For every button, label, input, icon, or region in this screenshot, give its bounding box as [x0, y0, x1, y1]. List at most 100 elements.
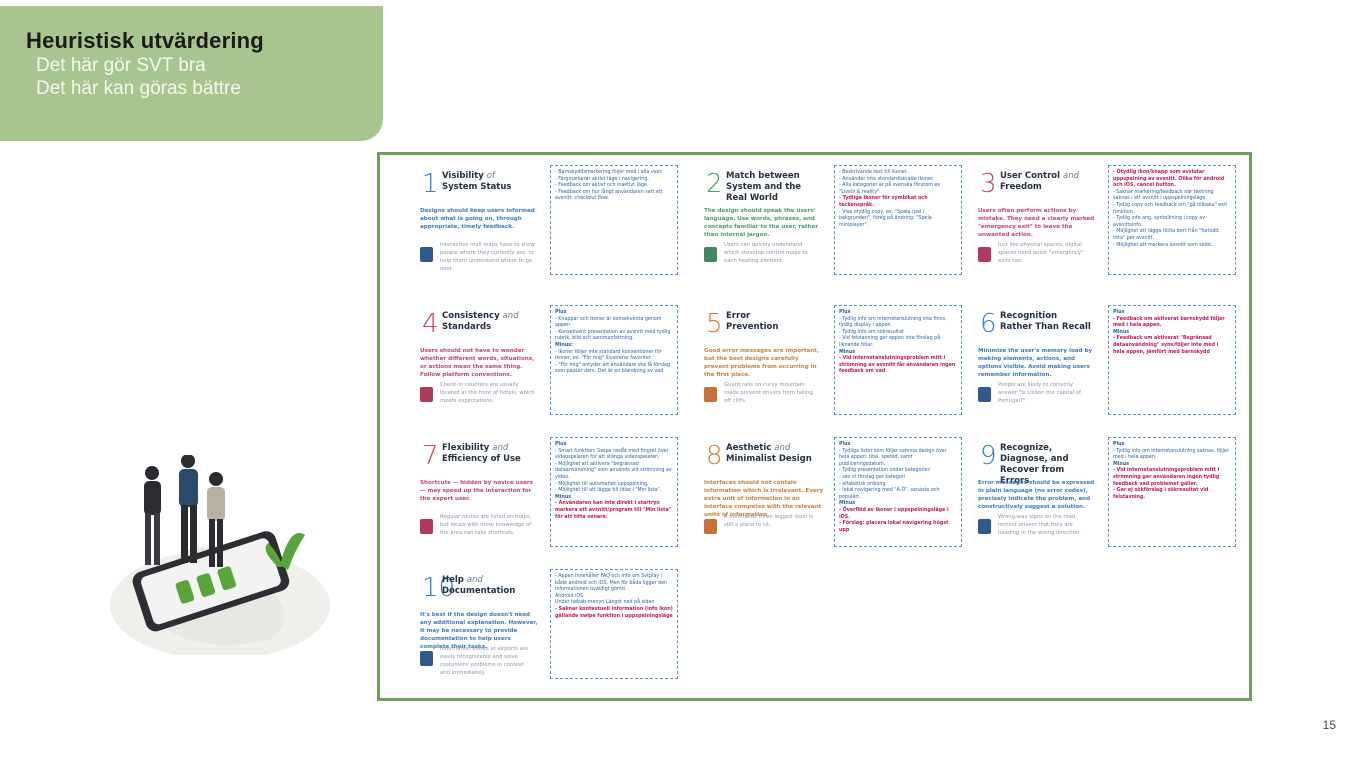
heuristic-description: Designs should keep users informed about… — [420, 208, 535, 230]
example-icon — [420, 519, 433, 534]
evaluation-note: - Barnskyddsmarkering följer med i alla … — [550, 165, 678, 275]
heuristic-card-6: 6 Recognition Rather Than Recall Minimize … — [948, 301, 1236, 431]
note-line: Plus — [555, 310, 567, 315]
note-line: - Ger ej sökförslag i sökresultat vid fe… — [1113, 488, 1209, 500]
heuristic-description: Minimize the user's memory load by makin… — [978, 348, 1093, 378]
note-line: - Tydlig info om internetanslutning inte… — [839, 316, 947, 329]
heuristic-number: 5 — [706, 309, 723, 339]
evaluation-note: Plus - Tydliga listor som följer samma de… — [834, 437, 962, 547]
heuristic-title: Help and Documentation — [442, 575, 537, 597]
heuristic-title-second: Prevention — [726, 322, 779, 332]
heuristic-title-main: Error — [726, 311, 751, 321]
note-line: - Visa otydlig copy, ex. "Spela (pal i b… — [839, 209, 932, 228]
note-line: - Tydlig copy och feedback om "gå tillba… — [1113, 202, 1228, 215]
note-line: - Förslag: placera lokal navigering högs… — [839, 521, 949, 533]
note-line: Plus — [1113, 442, 1125, 447]
heuristic-title-main: Recognition — [1000, 311, 1058, 321]
note-line: Minus — [1113, 461, 1130, 467]
evaluation-note: - Appen innehåller FAQ och info om Svtpl… — [550, 569, 678, 679]
heuristic-title-connector: of — [486, 171, 495, 181]
heuristic-number: 3 — [980, 169, 997, 199]
note-line: - alfabetisk ordning — [839, 481, 886, 487]
evaluation-note: Plus - Knappar och ikoner är konsekventa … — [550, 305, 678, 415]
heuristic-title-connector: and — [774, 443, 791, 453]
note-line: Minus — [555, 494, 572, 500]
example-icon — [978, 519, 991, 534]
note-line: - Användaren kan inte direkt i startryn … — [555, 501, 672, 520]
heuristic-description: Users often perform actions by mistake. … — [978, 208, 1095, 238]
note-line: - Smart funktion: Swipe nedåt med fingre… — [555, 448, 669, 461]
heuristic-example: People are likely to correctly answer "I… — [998, 382, 1082, 404]
note-line: - Knappar och ikoner är konsekventa geno… — [555, 316, 662, 329]
note-line: - Barnskyddsmarkering följer med i alla … — [555, 170, 663, 175]
note-line: - Konsekvent presentation av avsnitt med… — [555, 329, 671, 342]
heuristic-number: 6 — [980, 309, 997, 339]
note-line: - Tydliga ikoner för symbikat och tecken… — [839, 196, 928, 208]
note-line: - Möjlighet att lägga till/ta bort från … — [1113, 229, 1220, 241]
note-line: - Tydlig presentation under kategorier: — [839, 468, 932, 474]
heuristic-number: 10 — [422, 573, 456, 603]
note-line: - Överflöd av ikoner i uppspelningsläge … — [839, 507, 949, 520]
heuristic-title-main: Aesthetic — [726, 443, 772, 453]
heuristic-example: Just like physical spaces, digital space… — [998, 242, 1084, 264]
evaluation-note: Plus - Tydlig info om internetanslutning … — [1108, 437, 1236, 547]
heuristic-description: Good error messages are important, but t… — [704, 348, 820, 378]
note-line: - Beskrivande text till ikoner. — [839, 170, 908, 175]
note-line: - Möjlighet att markera avsnitt som sedd… — [1113, 242, 1213, 248]
heuristic-title-main: Match between — [726, 171, 800, 181]
heuristic-example: Guard rails on curvy mountain roads prev… — [724, 382, 813, 404]
heuristic-example: A minimalist three-legged stool is still… — [724, 514, 814, 528]
note-line: - Tydlig info om internetanslutning sakn… — [1113, 448, 1229, 461]
example-icon — [978, 387, 991, 402]
heuristic-title-main: Help — [442, 575, 464, 585]
heuristic-title-connector: and — [502, 311, 519, 321]
subtitle-good: Det här gör SVT bra — [36, 55, 206, 76]
note-line: Minus: — [555, 342, 574, 348]
note-line: - Tydliga listor som följer samma design… — [839, 448, 947, 467]
heuristic-title: Consistency and Standards — [442, 311, 537, 333]
heuristic-title-main: Recognize, — [1000, 443, 1053, 453]
note-line: - lokal navigering med "A-Ö", senaste oc… — [839, 488, 940, 500]
note-line: - Otydlig ikon/knapp som avslutar uppspe… — [1113, 170, 1225, 189]
example-icon — [420, 651, 433, 666]
heuristic-number: 4 — [422, 309, 439, 339]
note-line: - Använder inte standardiserade ikoner. — [839, 176, 935, 182]
heuristic-title: User Control and Freedom — [1000, 171, 1095, 193]
heuristic-title-main: User Control — [1000, 171, 1061, 181]
heuristic-example: Check-in counters are usually located at… — [440, 382, 535, 404]
note-line: - Möjlighet till att lägga till titlar i… — [555, 488, 662, 494]
example-icon — [704, 247, 717, 262]
heuristic-number: 9 — [980, 441, 997, 471]
note-line: - sex st förslag per kategori — [839, 474, 906, 480]
evaluation-note: - Beskrivande text till ikoner. - Använde… — [834, 165, 962, 275]
example-icon — [420, 387, 433, 402]
heuristic-example: Regular routes are listed on maps, but l… — [440, 514, 532, 536]
heuristic-title: Recognize, Diagnose, and Recover from Er… — [1000, 443, 1095, 487]
heuristic-number: 7 — [422, 441, 439, 471]
heuristic-title: Aesthetic and Minimalist Design — [726, 443, 821, 465]
heuristic-title: Visibility of System Status — [442, 171, 537, 193]
heuristic-number: 8 — [706, 441, 723, 471]
heuristic-card-8: 8 Aesthetic and Minimalist Design Interface… — [674, 433, 962, 563]
heuristic-title-second: Freedom — [1000, 182, 1042, 192]
note-line: - Saknar markering/feedback när textning… — [1113, 189, 1214, 202]
heuristic-card-9: 9 Recognize, Diagnose, and Recover from E… — [948, 433, 1236, 563]
heuristic-number: 1 — [422, 169, 439, 199]
note-line: Plus — [839, 442, 851, 447]
heuristic-title: Flexibility and Efficiency of Use — [442, 443, 537, 465]
note-line: - Appen innehåller FAQ och info om Svtpl… — [555, 574, 668, 593]
heuristic-example: Interactive mall maps have to show peopl… — [440, 242, 535, 272]
note-line: - Feedback om hur långt användaren satt … — [555, 189, 663, 202]
heuristic-title-second: Diagnose, and Recover from Errors — [1000, 454, 1069, 486]
note-line: - "För mig" antyder att användare ska få… — [555, 362, 671, 375]
note-line: - Feedback om aktiverat barnskydd följer… — [1113, 316, 1225, 329]
note-line: - Vid internetanslutningsproblem mitt i … — [1113, 468, 1220, 487]
note-line: - Vid felstavning ger appen inte förslag… — [839, 336, 941, 348]
note-line: Plus — [1113, 310, 1125, 315]
heuristic-title-connector: and — [492, 443, 509, 453]
subtitle-improve: Det här kan göras bättre — [36, 78, 241, 99]
heuristic-number: 2 — [706, 169, 723, 199]
note-line: - Färgmarkerar aktivt läge i navigering. — [555, 176, 649, 182]
heuristic-description: The design should speak the users' langu… — [704, 208, 819, 238]
heuristic-card-5: 5 Error Prevention Good error messages are… — [674, 301, 962, 431]
